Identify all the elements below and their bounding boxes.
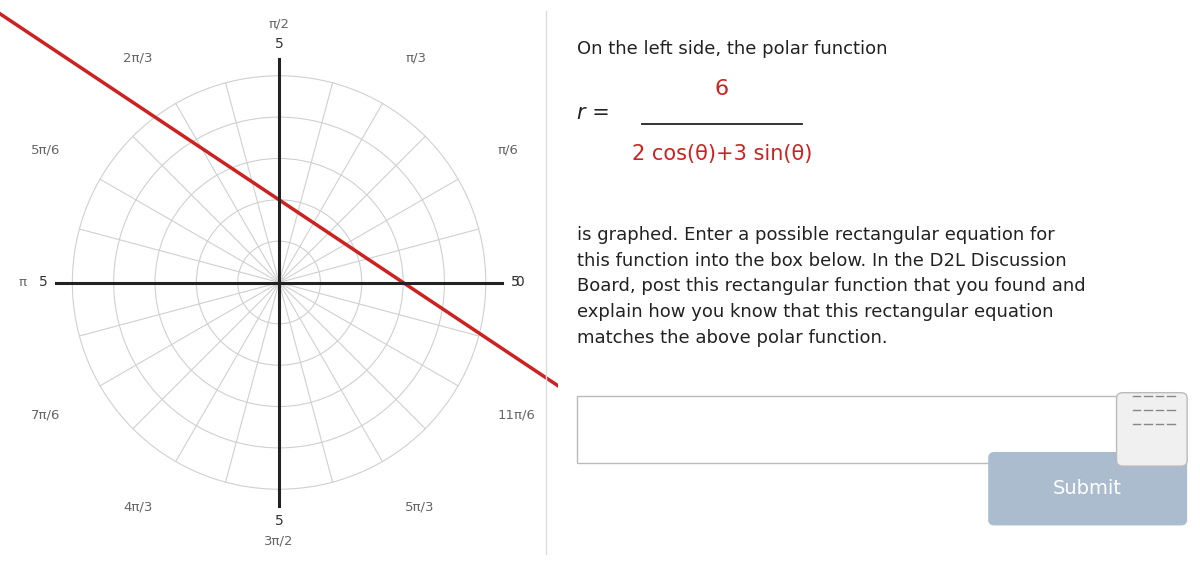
Text: 5: 5 [510, 276, 520, 289]
Text: 5: 5 [275, 514, 283, 528]
Text: 4π/3: 4π/3 [124, 501, 152, 514]
FancyBboxPatch shape [577, 396, 1116, 463]
FancyBboxPatch shape [1116, 393, 1187, 466]
Text: On the left side, the polar function: On the left side, the polar function [577, 40, 888, 58]
Text: 0: 0 [515, 276, 523, 289]
Text: Submit: Submit [1054, 479, 1122, 498]
Text: π/3: π/3 [406, 51, 426, 64]
Text: 6: 6 [715, 79, 728, 99]
Text: π: π [19, 276, 26, 289]
Text: π/6: π/6 [498, 144, 518, 157]
Text: 11π/6: 11π/6 [498, 408, 535, 421]
Text: 2π/3: 2π/3 [124, 51, 152, 64]
Text: 7π/6: 7π/6 [31, 408, 61, 421]
Text: 5π/6: 5π/6 [31, 144, 61, 157]
Text: is graphed. Enter a possible rectangular equation for
this function into the box: is graphed. Enter a possible rectangular… [577, 226, 1086, 347]
Text: r =: r = [577, 103, 610, 123]
Text: 2 cos(θ)+3 sin(θ): 2 cos(θ)+3 sin(θ) [631, 144, 812, 164]
Text: 5π/3: 5π/3 [406, 501, 434, 514]
FancyBboxPatch shape [988, 452, 1187, 525]
Text: 3π/2: 3π/2 [264, 534, 294, 547]
Text: 5: 5 [275, 37, 283, 51]
Text: 5: 5 [38, 276, 48, 289]
Text: π/2: π/2 [269, 18, 289, 31]
